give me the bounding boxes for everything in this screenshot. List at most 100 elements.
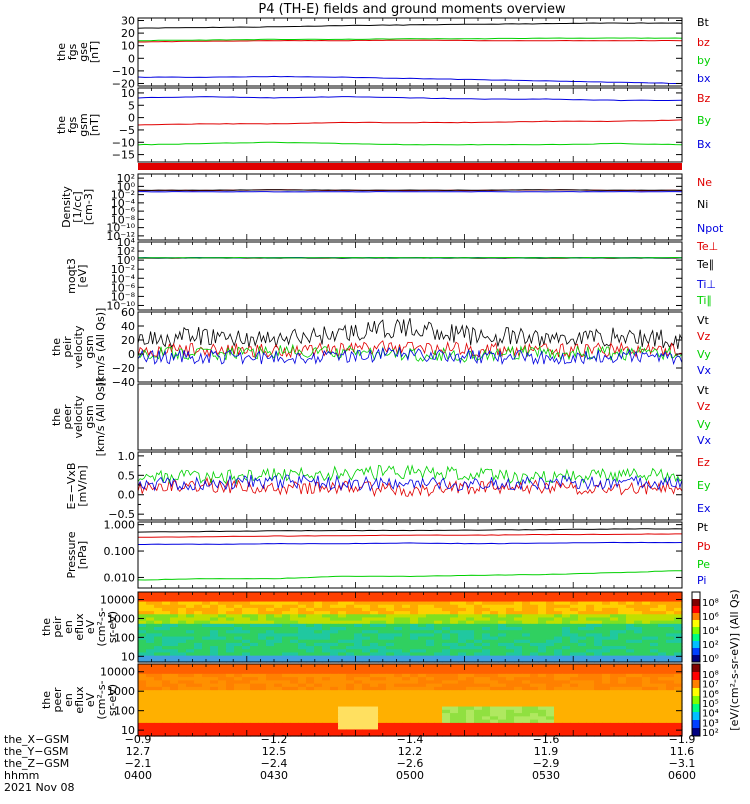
colorbar-segment [692, 704, 700, 713]
peir-spectrogram-cells [138, 592, 683, 663]
ytick-label: 10 [121, 87, 135, 100]
series-peir-velocity-0 [138, 318, 682, 349]
legend-fgs-gse-0: Bt [697, 16, 710, 29]
ytick-label: −10 [112, 136, 135, 149]
legend-electric-field-1: Ey [697, 479, 711, 492]
legend-fgs-gse-1: bz [697, 36, 710, 49]
legend-fgs-gsm-1: By [697, 114, 712, 127]
legend-pressure-0: Pt [697, 521, 709, 534]
series-fgs-gse-3 [138, 76, 682, 83]
legend-density-1: Ni [697, 198, 708, 211]
ytick-label: 1.000 [104, 519, 136, 532]
series-peir-velocity-3 [138, 347, 682, 364]
ytick-label: 10000 [100, 594, 135, 607]
ytick-label: 20 [121, 334, 135, 347]
legend-peer-velocity-3: Vx [697, 434, 712, 447]
series-pressure-1 [138, 534, 682, 537]
ylabel-line: [eV] [76, 265, 89, 288]
fgs-gse-frame [138, 18, 682, 86]
legend-temperature-1: Te∥ [696, 258, 714, 271]
ytick-label: 0.100 [104, 545, 136, 558]
fgs-gsm-frame [138, 88, 682, 162]
legend-electric-field-0: Ez [697, 456, 710, 469]
ytick-label: 0 [128, 112, 135, 125]
ytick-label: 5 [128, 99, 135, 112]
ytick-label: 0.5 [118, 469, 136, 482]
legend-peer-velocity-1: Vz [697, 400, 711, 413]
legend-fgs-gsm-0: Bz [697, 92, 711, 105]
ylabel-line: [nPa] [76, 541, 89, 569]
series-fgs-gsm-0 [138, 120, 682, 125]
xaxis-value: 0430 [260, 769, 288, 782]
colorbar-segment [692, 627, 700, 635]
legend-peer-velocity-2: Vy [697, 418, 711, 431]
ytick-label: −10 [112, 65, 135, 78]
colorbar-segment [692, 696, 700, 705]
series-pressure-3 [138, 542, 682, 544]
ytick-label: −20 [112, 362, 135, 375]
colorbar-segment [692, 599, 700, 607]
legend-temperature-3: Ti∥ [696, 294, 712, 307]
legend-peer-velocity-0: Vt [697, 384, 710, 397]
legend-fgs-gsm-2: Bx [697, 138, 712, 151]
ytick-label: 10000 [100, 666, 135, 679]
xaxis-value: 0500 [396, 769, 424, 782]
ylabel-line: sr-eV) [106, 611, 119, 643]
legend-fgs-gse-3: bx [697, 72, 711, 85]
ytick-label: 20 [121, 27, 135, 40]
colorbar-segment [692, 592, 700, 600]
colorbar-segment [692, 664, 700, 673]
ytick-label: 30 [121, 15, 135, 28]
panel-peir-spectrogram: 10000100010010thepeirenefluxeV(cm²-s-sr-… [40, 592, 719, 665]
legend-peir-velocity-1: Vz [697, 330, 711, 343]
ylabel-line: [mV/m] [76, 465, 89, 506]
colorbar-tick-label: 10⁶ [702, 612, 719, 623]
series-density-1 [138, 190, 682, 191]
colorbar-segment [692, 688, 700, 697]
ytick-label: −40 [112, 376, 135, 389]
legend-temperature-0: Te⊥ [696, 240, 718, 253]
series-fgs-gsm-2 [138, 97, 682, 101]
series-fgs-gsm-1 [138, 142, 682, 145]
legend-pressure-3: Pi [697, 574, 706, 587]
xaxis-value: 0530 [532, 769, 560, 782]
colorbar-segment [692, 672, 700, 681]
legend-density-2: Npot [697, 222, 724, 235]
legend-peir-velocity-3: Vx [697, 364, 712, 377]
colorbar-segment [692, 613, 700, 621]
xaxis-value: 0600 [668, 769, 696, 782]
colorbar-segment [692, 634, 700, 642]
ylabel-line: [nT] [88, 114, 101, 136]
ytick-label: 0 [128, 52, 135, 65]
colorbar-tick-label: 10² [702, 640, 719, 651]
legend-peir-velocity-2: Vy [697, 348, 711, 361]
colorbar-tick-label: 10⁸ [702, 598, 719, 609]
ylabel-line: sr-eV) [106, 684, 119, 716]
panel-density: 10²10⁰10⁻²10⁻⁴10⁻⁶10⁻⁸10⁻¹⁰10⁻¹²Density[… [60, 172, 724, 243]
legend-peir-velocity-0: Vt [697, 314, 710, 327]
ylabel-line: [cm-3] [82, 189, 95, 225]
legend-pressure-1: Pb [697, 540, 711, 553]
colorbar-tick-label: 10⁴ [702, 626, 719, 637]
ytick-label: −5 [119, 124, 135, 137]
ylabel-line: [km/s (All Qs)] [94, 378, 107, 457]
ytick-label: 10 [121, 650, 135, 663]
panel-peer-spectrogram: 10000100010010thepeerenefluxeV(cm²-s-sr-… [40, 664, 719, 739]
ytick-label: 1.0 [118, 450, 136, 463]
temperature-frame [138, 242, 682, 310]
series-pressure-0 [138, 529, 682, 532]
colorbar-label: [eV/(cm²-s-sr-eV)] (All Qs) [728, 589, 741, 730]
colorbar-tick-label: 10⁰ [702, 654, 719, 665]
ytick-label: 40 [121, 320, 135, 333]
colorbar-segment [692, 680, 700, 689]
ylabel-line: [km/s (All Qs)] [94, 308, 107, 387]
colorbar-segment [692, 606, 700, 614]
separator-band [138, 163, 682, 170]
